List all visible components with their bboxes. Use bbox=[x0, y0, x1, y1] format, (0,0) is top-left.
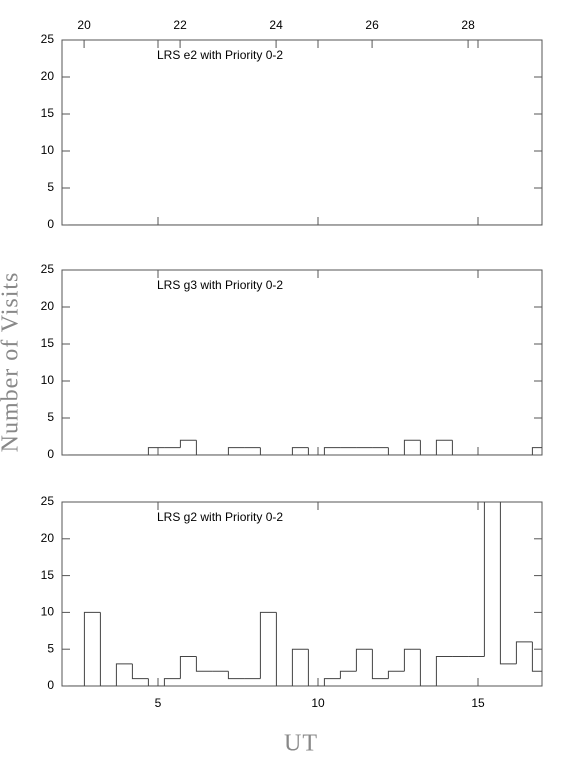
bin bbox=[163, 678, 181, 686]
x2-tick-label: 24 bbox=[269, 18, 283, 32]
bin bbox=[227, 447, 245, 455]
bin bbox=[179, 656, 197, 679]
x-axis-label: UT bbox=[284, 731, 318, 757]
panel-title: LRS e2 with Priority 0-2 bbox=[157, 48, 283, 62]
bin bbox=[131, 663, 149, 680]
bin bbox=[291, 648, 309, 686]
bin bbox=[323, 447, 341, 455]
y-tick-label: 20 bbox=[41, 69, 55, 83]
bin bbox=[83, 611, 101, 686]
bin bbox=[403, 648, 421, 672]
panel-title: LRS g3 with Priority 0-2 bbox=[157, 278, 283, 292]
plot-frame bbox=[61, 39, 543, 226]
bin bbox=[179, 439, 197, 448]
y-tick-label: 25 bbox=[41, 262, 55, 276]
x-tick-label: 15 bbox=[471, 696, 485, 710]
y-tick-label: 5 bbox=[47, 641, 54, 655]
y-tick-label: 10 bbox=[41, 605, 55, 619]
bin bbox=[339, 670, 357, 679]
y-tick-label: 5 bbox=[47, 180, 54, 194]
y-tick-label: 20 bbox=[41, 299, 55, 313]
y-tick-label: 10 bbox=[41, 143, 55, 157]
bin bbox=[307, 447, 325, 455]
bin bbox=[275, 612, 293, 686]
bin bbox=[227, 671, 245, 680]
panel-title: LRS g2 with Priority 0-2 bbox=[157, 510, 283, 524]
y-tick-label: 0 bbox=[47, 447, 54, 461]
bin bbox=[419, 649, 437, 686]
bin bbox=[515, 641, 533, 664]
x2-tick-label: 22 bbox=[173, 18, 187, 32]
y-tick-label: 0 bbox=[47, 678, 54, 692]
bin bbox=[307, 649, 325, 686]
y-tick-label: 10 bbox=[41, 373, 55, 387]
bin bbox=[99, 612, 117, 686]
y-tick-label: 15 bbox=[41, 106, 55, 120]
histogram bbox=[68, 502, 542, 686]
y-tick-label: 5 bbox=[47, 410, 54, 424]
bin bbox=[403, 439, 421, 455]
bin bbox=[195, 440, 213, 455]
bin bbox=[115, 663, 133, 686]
bin bbox=[435, 439, 453, 455]
plot-frame bbox=[61, 501, 543, 687]
x-tick-label: 5 bbox=[155, 696, 162, 710]
y-tick-label: 15 bbox=[41, 568, 55, 582]
y-tick-label: 15 bbox=[41, 336, 55, 350]
bin bbox=[195, 656, 213, 672]
y-axis-label: Number of Visits bbox=[0, 272, 24, 453]
bin bbox=[531, 641, 542, 672]
bin bbox=[531, 447, 542, 455]
bin bbox=[483, 502, 485, 657]
bin bbox=[387, 447, 405, 455]
plot-frame bbox=[61, 269, 543, 456]
bin bbox=[323, 678, 341, 686]
bin bbox=[355, 648, 373, 672]
bin bbox=[291, 447, 309, 455]
bin bbox=[147, 447, 165, 455]
histogram bbox=[68, 439, 542, 455]
bin bbox=[451, 440, 469, 455]
y-tick-label: 25 bbox=[41, 32, 55, 46]
bin bbox=[259, 447, 277, 455]
y-tick-label: 25 bbox=[41, 494, 55, 508]
bin bbox=[419, 440, 437, 455]
bin bbox=[435, 656, 453, 686]
bin bbox=[499, 502, 517, 665]
y-tick-label: 20 bbox=[41, 531, 55, 545]
y-tick-label: 0 bbox=[47, 217, 54, 231]
x-tick-label: 10 bbox=[311, 696, 325, 710]
x2-tick-label: 26 bbox=[365, 18, 379, 32]
bin bbox=[147, 678, 165, 686]
x2-tick-label: 28 bbox=[461, 18, 475, 32]
bin bbox=[371, 649, 389, 680]
x2-tick-label: 20 bbox=[77, 18, 91, 32]
bin bbox=[259, 611, 277, 679]
bin bbox=[387, 670, 405, 679]
